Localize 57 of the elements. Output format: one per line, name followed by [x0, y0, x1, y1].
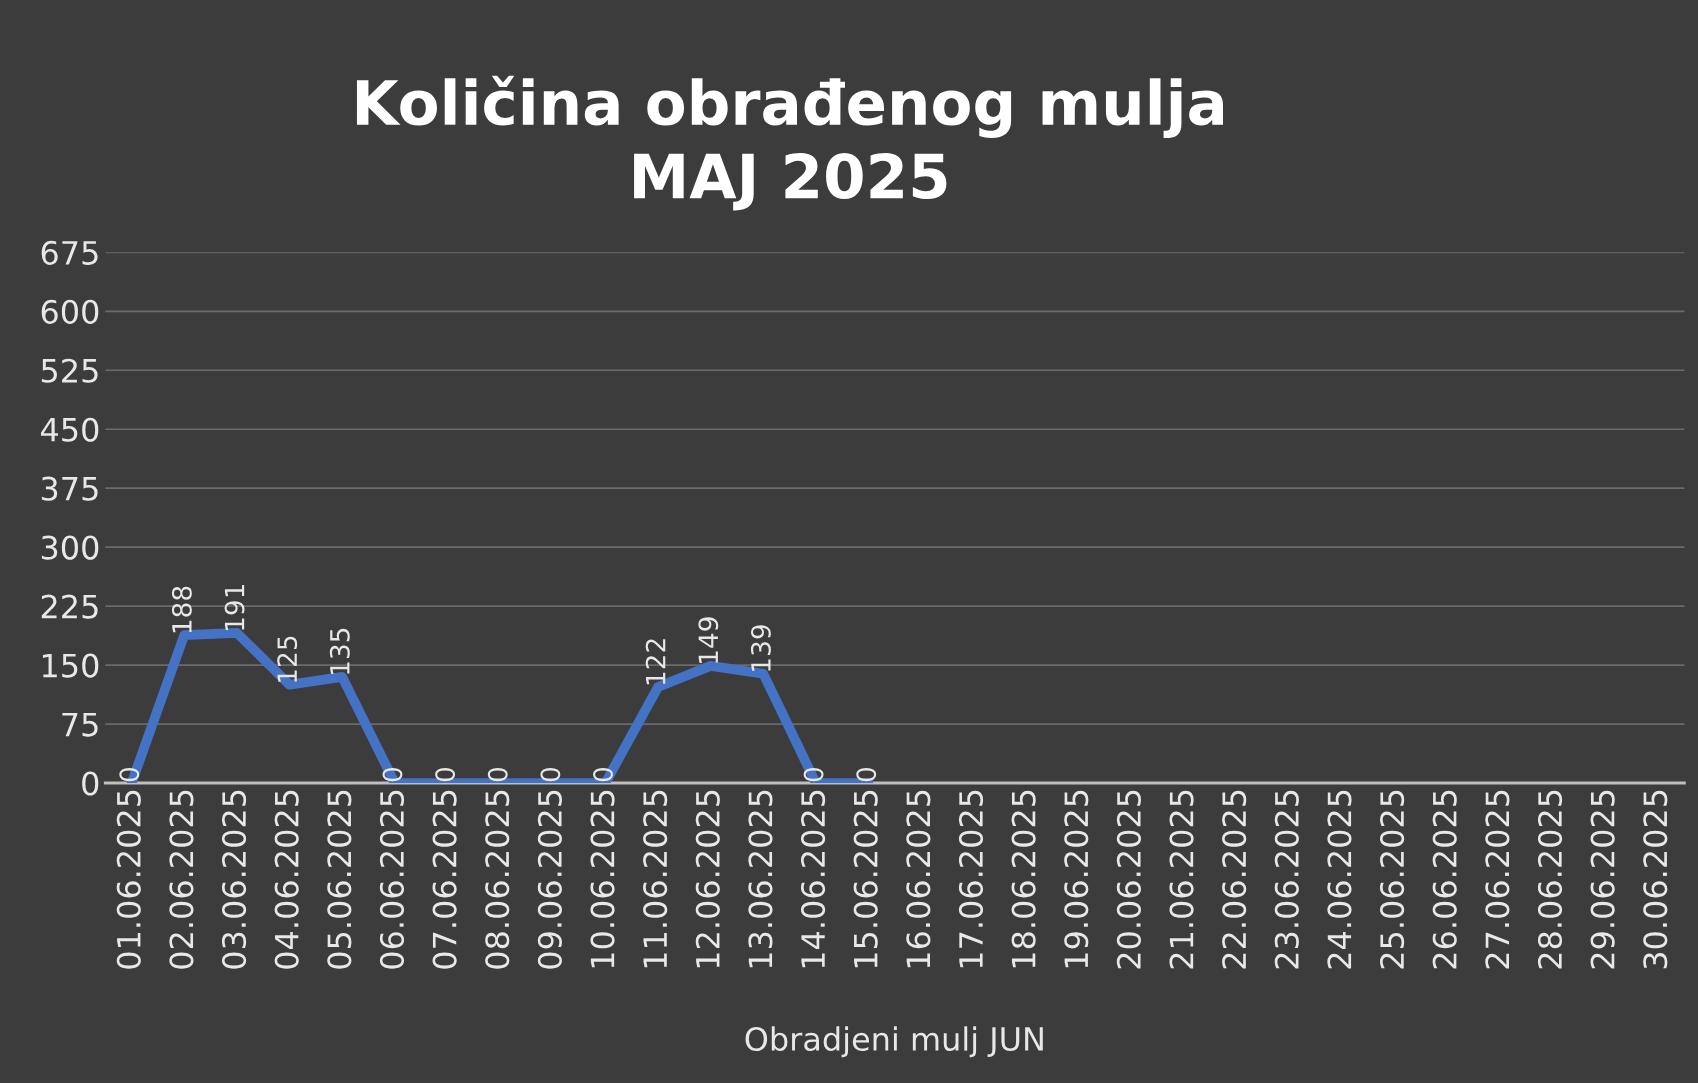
- x-tick-label: 12.06.2025: [695, 790, 720, 968]
- data-label: 0: [593, 767, 613, 782]
- data-label: 188: [171, 586, 192, 633]
- x-tick-label: 15.06.2025: [853, 790, 878, 968]
- y-tick-label: 75: [62, 712, 98, 737]
- x-tick-label: 11.06.2025: [643, 790, 668, 968]
- x-tick-label: 18.06.2025: [1011, 790, 1036, 968]
- y-tick-label: 150: [42, 653, 99, 678]
- y-tick-label: 0: [82, 771, 99, 796]
- data-label: 125: [277, 636, 298, 682]
- x-tick-label: 29.06.2025: [1590, 790, 1615, 969]
- x-tick-label: 28.06.2025: [1537, 790, 1563, 969]
- y-tick-label: 450: [41, 417, 99, 442]
- data-label: 139: [750, 625, 771, 671]
- x-tick-label: 21.06.2025: [1169, 790, 1194, 969]
- chart-title: Količina obrađenog mulja MAJ 2025: [356, 75, 1223, 211]
- y-tick-label: 225: [41, 594, 98, 619]
- data-label: 0: [435, 767, 456, 782]
- x-tick-label: 17.06.2025: [958, 790, 984, 968]
- x-tick-label: 10.06.2025: [590, 790, 615, 968]
- data-label: 0: [856, 767, 877, 782]
- x-tick-label: 25.06.2025: [1380, 790, 1405, 969]
- x-tick-label: 20.06.2025: [1116, 790, 1141, 969]
- x-tick-label: 30.06.2025: [1643, 790, 1668, 969]
- data-label: 0: [382, 767, 403, 782]
- x-tick-label: 14.06.2025: [800, 790, 826, 968]
- x-tick-label: 01.06.2025: [116, 790, 141, 969]
- y-tick-label: 675: [41, 240, 98, 265]
- data-label: 122: [645, 639, 666, 685]
- y-tick-label: 525: [41, 358, 98, 383]
- x-tick-label: 23.06.2025: [1274, 790, 1299, 969]
- x-tick-label: 16.06.2025: [906, 790, 931, 968]
- x-tick-label: 05.06.2025: [327, 790, 352, 969]
- x-tick-label: 02.06.2025: [169, 790, 194, 969]
- x-tick-label: 13.06.2025: [748, 790, 773, 968]
- data-label: 0: [540, 767, 561, 782]
- x-axis-title: Obradjeni mulj JUN: [745, 1026, 1043, 1058]
- x-tick-label: 06.06.2025: [379, 790, 405, 969]
- data-label: 191: [224, 584, 245, 630]
- x-tick-label: 08.06.2025: [485, 790, 510, 969]
- x-tick-label: 27.06.2025: [1485, 790, 1510, 969]
- data-label: 135: [329, 628, 350, 674]
- x-tick-label: 24.06.2025: [1327, 790, 1352, 969]
- x-tick-label: 19.06.2025: [1064, 790, 1089, 968]
- x-tick-label: 03.06.2025: [221, 790, 247, 969]
- y-tick-label: 375: [41, 476, 98, 501]
- y-tick-label: 600: [41, 299, 99, 324]
- x-tick-label: 07.06.2025: [432, 790, 457, 969]
- x-tick-label: 26.06.2025: [1432, 790, 1457, 969]
- y-tick-label: 300: [41, 535, 99, 560]
- data-label: 149: [698, 617, 719, 663]
- data-label: 0: [803, 767, 824, 782]
- x-tick-label: 09.06.2025: [537, 790, 562, 969]
- data-label: 0: [119, 767, 140, 782]
- x-tick-label: 22.06.2025: [1222, 790, 1247, 969]
- data-label: 0: [487, 767, 508, 782]
- x-tick-label: 04.06.2025: [274, 790, 299, 969]
